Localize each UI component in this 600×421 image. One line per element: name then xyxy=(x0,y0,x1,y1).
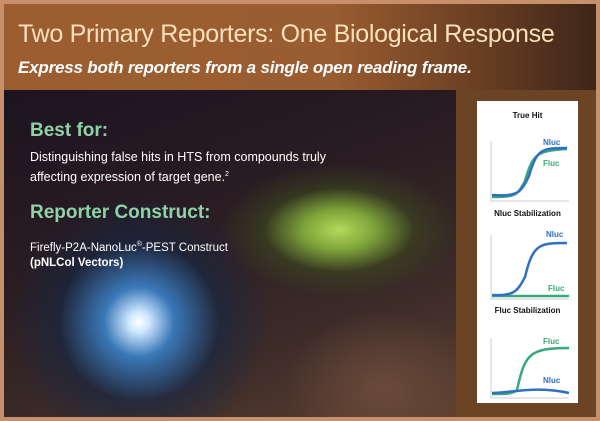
fluc-label: Fluc xyxy=(548,284,565,293)
reporter-construct-heading: Reporter Construct: xyxy=(30,202,211,223)
chart-true-hit: True Hit Nluc Fluc xyxy=(477,111,578,209)
registered-mark: ® xyxy=(136,241,142,248)
nluc-curve xyxy=(491,146,568,197)
header: Two Primary Reporters: One Biological Re… xyxy=(4,4,596,90)
chart-nluc-stabilization: Nluc Stabilization Nluc Fluc xyxy=(477,209,578,307)
reporter-construct-text: Firefly-P2A-NanoLuc®-PEST Construct (pNL… xyxy=(30,237,228,271)
page-subtitle: Express both reporters from a single ope… xyxy=(18,58,472,77)
hero-image: Best for: Distinguishing false hits in H… xyxy=(4,90,456,417)
nluc-label: Nluc xyxy=(546,230,564,239)
chart-title: Fluc Stabilization xyxy=(494,306,561,315)
fluc-label: Fluc xyxy=(543,337,560,346)
construct-suffix: -PEST Construct xyxy=(141,241,228,254)
footnote-ref: 2 xyxy=(225,171,229,178)
best-for-heading: Best for: xyxy=(30,120,109,141)
nluc-curve xyxy=(491,241,568,297)
page-title: Two Primary Reporters: One Biological Re… xyxy=(18,20,555,48)
vectors-label: (pNLCol Vectors) xyxy=(30,256,124,269)
chart-title: True Hit xyxy=(512,111,543,120)
fluc-curve xyxy=(491,346,570,396)
nluc-label: Nluc xyxy=(543,138,561,147)
chart-title: Nluc Stabilization xyxy=(494,209,561,218)
nluc-label: Nluc xyxy=(543,376,561,385)
best-for-text: Distinguishing false hits in HTS from co… xyxy=(30,148,360,186)
nluc-curve xyxy=(491,388,570,395)
infographic-frame: Two Primary Reporters: One Biological Re… xyxy=(4,4,596,417)
results-panel: True Hit Nluc Fluc Nluc Stabilization Nl… xyxy=(477,101,578,403)
chart-fluc-stabilization: Fluc Stabilization Nluc Fluc xyxy=(477,306,578,404)
best-for-body: Distinguishing false hits in HTS from co… xyxy=(30,150,326,185)
fluc-label: Fluc xyxy=(543,159,560,168)
construct-name: Firefly-P2A-NanoLuc xyxy=(30,241,137,254)
